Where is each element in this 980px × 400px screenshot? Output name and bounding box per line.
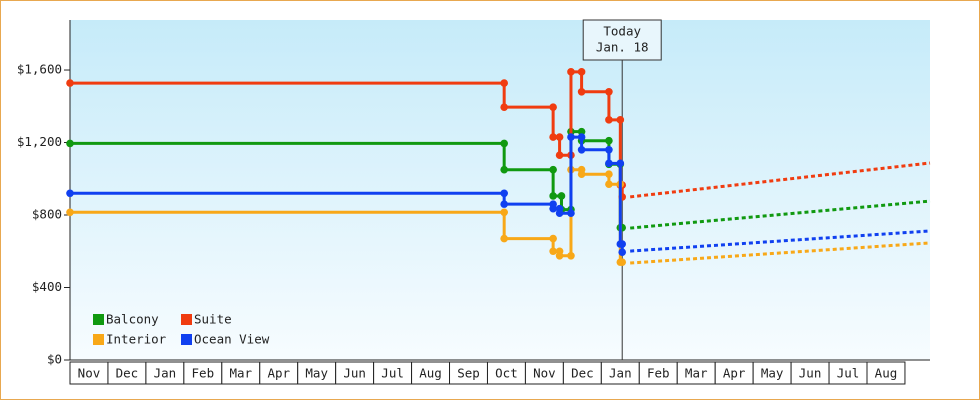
price-point — [555, 133, 564, 141]
x-tick-box — [866, 361, 906, 385]
price-point — [66, 139, 74, 148]
price-point — [567, 251, 575, 260]
y-tick-label: $1,600 — [17, 62, 62, 77]
price-point — [555, 151, 564, 160]
price-point — [605, 180, 613, 189]
legend-label: Suite — [194, 312, 232, 327]
x-tick-label: Apr — [267, 366, 290, 381]
x-tick-label: Jan — [154, 366, 177, 381]
price-point — [500, 165, 508, 174]
price-point — [605, 170, 613, 179]
x-tick-label: Sep — [457, 366, 480, 381]
forecast-line — [630, 229, 931, 253]
price-point — [618, 240, 627, 248]
price-point — [549, 247, 557, 256]
legend-label: Interior — [106, 332, 167, 347]
x-tick-label: May — [305, 366, 328, 381]
x-tick-label: Apr — [723, 366, 746, 381]
price-point — [577, 127, 586, 136]
price-point — [605, 87, 613, 96]
price-point — [605, 145, 613, 154]
price-point — [567, 209, 575, 217]
price-point — [500, 79, 508, 87]
x-tick-label: Jun — [343, 366, 366, 381]
price-point — [577, 68, 586, 76]
price-point — [616, 159, 625, 168]
legend-swatch — [93, 334, 104, 345]
x-tick-label: Nov — [533, 366, 556, 381]
x-tick-label: Aug — [875, 366, 898, 381]
x-tick-label: Oct — [495, 366, 518, 381]
forecast-line — [630, 199, 931, 230]
y-tick-label: $400 — [32, 279, 62, 294]
legend-swatch — [181, 334, 192, 345]
price-point — [549, 165, 557, 174]
x-tick-label: Dec — [571, 366, 594, 381]
price-point — [500, 200, 508, 208]
x-tick-label: Jul — [837, 366, 860, 381]
price-point — [549, 234, 557, 243]
x-tick-label: Dec — [116, 366, 139, 381]
legend-swatch — [181, 314, 192, 325]
price-point — [66, 208, 74, 217]
price-point — [557, 192, 566, 200]
price-point — [577, 145, 586, 154]
price-point — [605, 116, 613, 124]
price-point — [500, 103, 508, 111]
x-tick-label: Jul — [381, 366, 404, 381]
forecast-line — [630, 161, 931, 199]
price-point — [605, 159, 613, 168]
x-tick-label: Jan — [609, 366, 632, 381]
x-tick-label: Jun — [799, 366, 822, 381]
price-point — [549, 192, 557, 200]
price-point — [500, 234, 508, 243]
price-point — [577, 133, 586, 141]
price-point — [500, 208, 508, 217]
price-point — [66, 189, 74, 198]
x-tick-label: Mar — [229, 366, 252, 381]
x-tick-label: Feb — [647, 366, 670, 381]
legend-swatch — [93, 314, 104, 325]
x-tick-label: Feb — [192, 366, 215, 381]
x-tick-label: May — [761, 366, 784, 381]
price-point — [577, 170, 586, 179]
x-tick-label: Nov — [78, 366, 101, 381]
price-point — [500, 139, 508, 148]
price-point — [66, 79, 74, 87]
plot-area — [70, 20, 930, 360]
y-tick-label: $0 — [47, 352, 62, 367]
price-point — [567, 133, 575, 141]
price-point — [549, 133, 557, 141]
x-tick-label: Aug — [419, 366, 442, 381]
forecast-line — [630, 241, 931, 265]
y-tick-label: $1,200 — [17, 134, 62, 149]
today-box — [582, 19, 662, 61]
price-point — [618, 248, 627, 256]
price-point — [616, 116, 625, 124]
today-label: Today — [603, 24, 641, 39]
price-point — [555, 251, 564, 260]
x-tick-label: Mar — [685, 366, 708, 381]
price-point — [567, 68, 575, 76]
price-point — [605, 136, 613, 145]
price-point — [549, 204, 557, 213]
price-point — [500, 189, 508, 198]
price-point — [577, 87, 586, 96]
today-label: Jan. 18 — [596, 40, 649, 55]
y-tick-label: $800 — [32, 207, 62, 222]
price-point — [618, 258, 627, 266]
legend-label: Ocean View — [194, 332, 270, 347]
legend-label: Balcony — [106, 312, 159, 327]
price-point — [549, 103, 557, 111]
price-point — [555, 209, 564, 217]
